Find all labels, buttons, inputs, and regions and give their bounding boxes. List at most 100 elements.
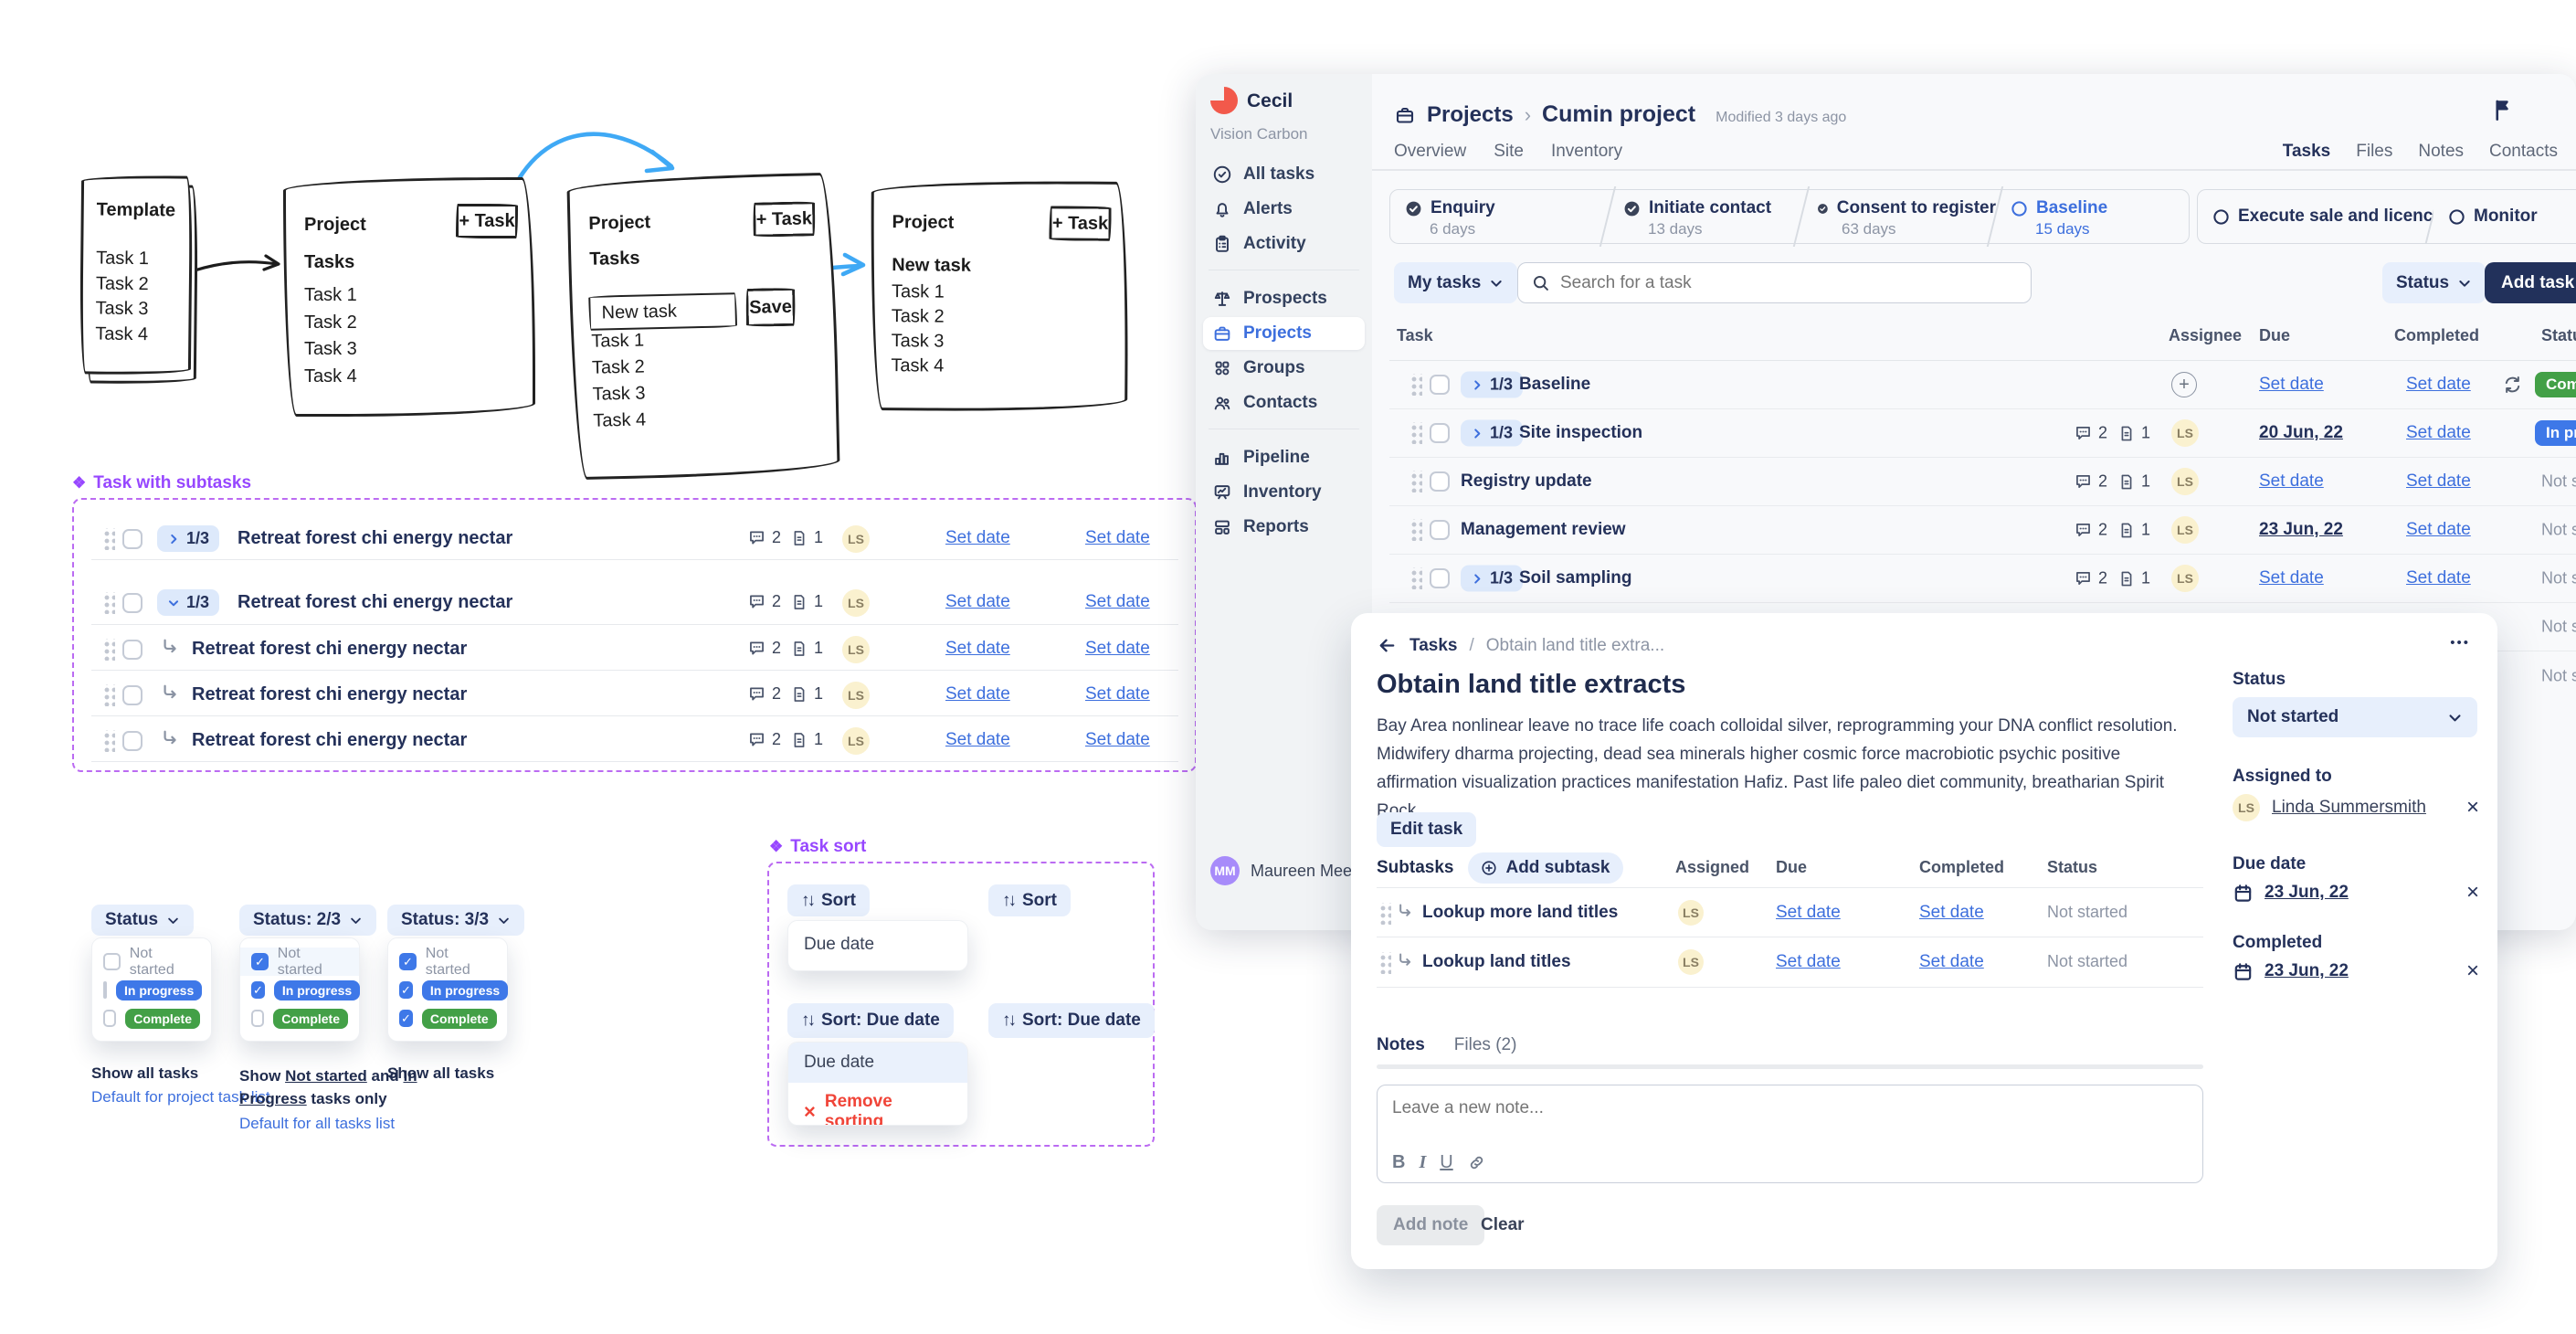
subtask-count-badge[interactable]: 1/3	[1461, 371, 1524, 398]
comments-meta[interactable]: 2	[2074, 569, 2107, 588]
recurring-icon[interactable]	[2502, 375, 2523, 396]
subtask-count-badge[interactable]: 1/3	[1461, 565, 1524, 592]
files-meta[interactable]: 1	[790, 730, 823, 749]
status-option[interactable]: In progress	[273, 979, 361, 1000]
task-checkbox[interactable]	[122, 593, 143, 613]
set-completed-date-link[interactable]: Set date	[1085, 639, 1150, 658]
underline-icon[interactable]: U	[1440, 1152, 1453, 1172]
task-checkbox[interactable]	[1430, 375, 1450, 395]
comments-meta[interactable]: 2	[2074, 424, 2107, 443]
task-title[interactable]: Retreat forest chi energy nectar	[238, 592, 513, 612]
option-checkbox[interactable]	[251, 1010, 265, 1027]
option-checkbox[interactable]	[103, 981, 107, 999]
breadcrumb-section[interactable]: Projects	[1427, 102, 1514, 127]
add-assignee-button[interactable]: +	[2171, 372, 2197, 397]
files-meta[interactable]: 1	[790, 639, 823, 658]
assignee-avatar[interactable]: LS	[2171, 419, 2199, 447]
stage-enquiry[interactable]: Enquiry 6 days	[1390, 186, 1617, 247]
task-checkbox[interactable]	[122, 529, 143, 549]
italic-icon[interactable]: I	[1419, 1152, 1427, 1172]
comments-meta[interactable]: 2	[747, 528, 781, 547]
table-row[interactable]: Management review 2 1 LS 23 Jun, 22 Set …	[1389, 506, 2576, 555]
option-checkbox[interactable]: ✓	[399, 1010, 413, 1027]
task-title[interactable]: Site inspection	[1519, 423, 1643, 442]
task-checkbox[interactable]	[122, 685, 143, 705]
task-title[interactable]: Retreat forest chi energy nectar	[238, 528, 513, 548]
files-meta[interactable]: 1	[2117, 424, 2150, 443]
tab-notes[interactable]: Notes	[2418, 142, 2465, 161]
task-checkbox[interactable]	[1430, 520, 1450, 540]
status-option[interactable]: Not started	[129, 945, 174, 978]
set-completed-date-link[interactable]: Set date	[2406, 520, 2471, 539]
sidebar-item-prospects[interactable]: Prospects	[1203, 282, 1365, 315]
assignee-avatar[interactable]: LS	[842, 682, 870, 709]
set-completed-date-link[interactable]: Set date	[1085, 528, 1150, 547]
sidebar-item-contacts[interactable]: Contacts	[1203, 386, 1365, 419]
task-title[interactable]: Soil sampling	[1519, 568, 1632, 588]
note-editor[interactable]: B I U	[1377, 1085, 2203, 1183]
remove-assignee-icon[interactable]: ×	[2465, 795, 2479, 820]
option-checkbox[interactable]: ✓	[399, 981, 413, 999]
tab-contacts[interactable]: Contacts	[2489, 142, 2558, 161]
subtask-count-badge[interactable]: 1/3	[157, 525, 220, 552]
sort-menu-item[interactable]: Due date	[804, 935, 875, 954]
drag-handle[interactable]	[102, 528, 115, 550]
note-input[interactable]	[1378, 1085, 2202, 1138]
tab-notes[interactable]: Notes	[1377, 1035, 1425, 1054]
comments-meta[interactable]: 2	[747, 639, 781, 658]
assignee-avatar[interactable]: LS	[842, 636, 870, 663]
mock-caption-link[interactable]: Default for all tasks list	[239, 1115, 396, 1132]
assignee-avatar[interactable]: LS	[2171, 468, 2199, 495]
files-meta[interactable]: 1	[2117, 569, 2150, 588]
sidebar-item-reports[interactable]: Reports	[1203, 511, 1365, 544]
flag-icon[interactable]	[2491, 98, 2516, 122]
due-date-value[interactable]: 23 Jun, 22	[2265, 883, 2349, 902]
set-due-date-link[interactable]: Set date	[1776, 952, 1841, 971]
files-meta[interactable]: 1	[790, 528, 823, 547]
sidebar-item-activity[interactable]: Activity	[1203, 228, 1365, 260]
assignee-avatar[interactable]: LS	[2171, 516, 2199, 544]
table-row[interactable]: Not started	[1389, 651, 2576, 700]
due-date[interactable]: 20 Jun, 22	[2259, 423, 2343, 442]
option-checkbox[interactable]: ✓	[251, 981, 265, 999]
drag-handle[interactable]	[102, 592, 115, 614]
task-title[interactable]: Registry update	[1461, 471, 1592, 491]
option-checkbox[interactable]	[103, 1010, 117, 1027]
my-tasks-filter-button[interactable]: My tasks	[1394, 262, 1518, 303]
status-option[interactable]: Complete	[421, 1008, 497, 1029]
sidebar-item-projects[interactable]: Projects	[1203, 317, 1365, 350]
search-box[interactable]	[1517, 262, 2032, 303]
set-completed-date-link[interactable]: Set date	[2406, 568, 2471, 588]
sort-due-button[interactable]: ↑↓ Sort: Due date	[787, 1003, 954, 1038]
clear-due-date-icon[interactable]: ×	[2465, 880, 2479, 905]
task-title[interactable]: Management review	[1461, 520, 1626, 539]
tab-site[interactable]: Site	[1494, 142, 1524, 161]
set-completed-date-link[interactable]: Set date	[1085, 730, 1150, 749]
set-due-date-link[interactable]: Set date	[945, 684, 1010, 704]
option-checkbox[interactable]: ✓	[399, 953, 417, 970]
sort-due-button[interactable]: ↑↓ Sort: Due date	[988, 1003, 1155, 1038]
files-meta[interactable]: 1	[2117, 521, 2150, 540]
set-completed-date-link[interactable]: Set date	[2406, 471, 2471, 491]
files-meta[interactable]: 1	[2117, 472, 2150, 492]
set-due-date-link[interactable]: Set date	[945, 592, 1010, 611]
task-checkbox[interactable]	[1430, 471, 1450, 492]
sidebar-item-inventory[interactable]: Inventory	[1203, 476, 1365, 509]
assignee-avatar[interactable]: LS	[1678, 900, 1704, 926]
files-meta[interactable]: 1	[790, 592, 823, 611]
status-filter-button[interactable]: Status	[91, 905, 195, 936]
sidebar-item-all-tasks[interactable]: All tasks	[1203, 158, 1365, 191]
drag-handle[interactable]	[102, 684, 115, 706]
sort-menu-item-selected[interactable]: Due date	[788, 1043, 967, 1083]
stage-execute[interactable]: Execute sale and licence a	[2198, 190, 2433, 243]
status-option[interactable]: In progress	[421, 979, 509, 1000]
table-row[interactable]: 1/3 Soil sampling 2 1 LS Set date Set da…	[1389, 555, 2576, 603]
drag-handle[interactable]	[1409, 422, 1422, 444]
drag-handle[interactable]	[1378, 952, 1391, 974]
drag-handle[interactable]	[1378, 903, 1391, 925]
search-input[interactable]	[1560, 272, 2018, 293]
task-checkbox[interactable]	[122, 731, 143, 751]
task-checkbox[interactable]	[1430, 423, 1450, 443]
clear-completed-date-icon[interactable]: ×	[2465, 958, 2479, 983]
drag-handle[interactable]	[1409, 471, 1422, 492]
